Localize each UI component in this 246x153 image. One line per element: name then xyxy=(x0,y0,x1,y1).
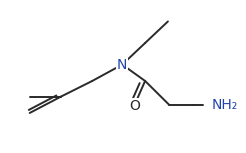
Text: NH₂: NH₂ xyxy=(211,98,237,112)
Text: O: O xyxy=(129,99,140,112)
Text: N: N xyxy=(117,58,127,72)
